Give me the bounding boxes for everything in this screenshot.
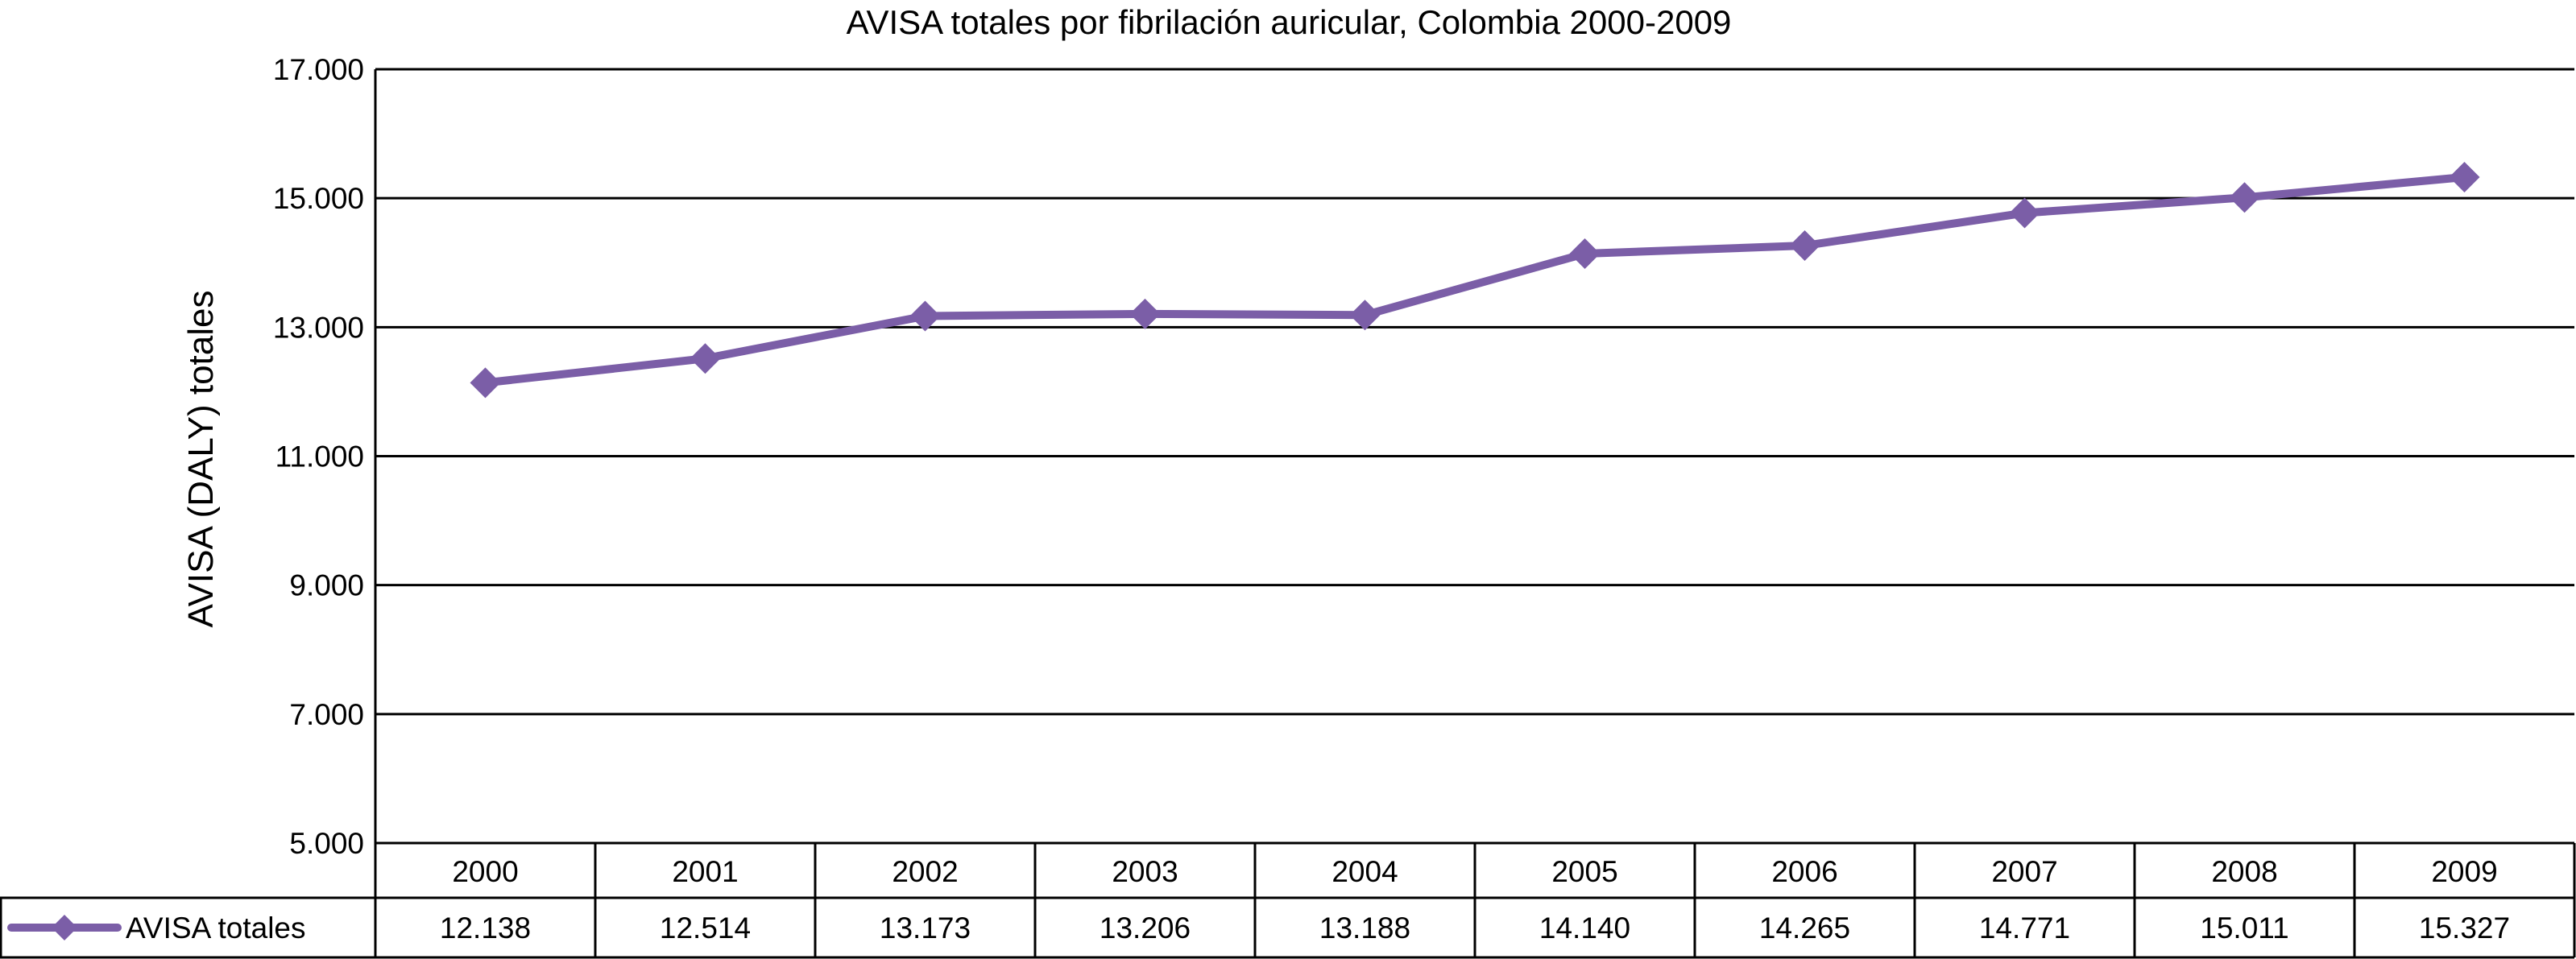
y-tick-labels: 5.000 7.000 9.000 11.000 13.000 15.000 17.000 [273,53,364,860]
data-point [2449,161,2480,192]
y-tick-label: 17.000 [273,53,364,86]
data-table: 2000 12.138 2001 12.514 2002 13.173 2003 13.206… [0,841,2576,959]
data-point [690,343,721,374]
legend-label: AVISA totales [126,911,306,945]
data-label: 15.011 [2200,911,2288,945]
data-label: 13.206 [1100,911,1191,945]
x-tick-label: 2001 [672,855,738,888]
x-tick-label: 2003 [1112,855,1178,888]
x-tick-label: 2007 [1991,855,2057,888]
y-tick-label: 7.000 [289,698,364,731]
data-label: 14.265 [1759,911,1850,945]
data-label: 14.771 [1979,911,2070,945]
grid-lines [374,68,2574,957]
x-tick-label: 2000 [452,855,518,888]
data-label: 13.188 [1319,911,1410,945]
x-tick-label: 2002 [892,855,958,888]
x-tick-label: 2008 [2211,855,2277,888]
series-line [481,172,2469,387]
x-tick-label: 2004 [1331,855,1398,888]
legend-marker-icon [52,915,77,940]
series-layer [470,161,2480,399]
x-tick-label: 2006 [1771,855,1837,888]
data-point [1349,300,1381,331]
data-point [1789,230,1820,262]
data-point [2009,197,2040,229]
y-axis-label: AVISA (DALY) totales [181,291,221,628]
y-tick-label: 11.000 [275,440,364,473]
data-point [470,367,501,399]
y-tick-label: 9.000 [289,569,364,602]
x-tick-label: 2009 [2431,855,2497,888]
data-point [2229,182,2260,213]
data-label: 15.327 [2419,911,2510,945]
y-tick-label: 15.000 [273,182,364,215]
data-point [1129,298,1161,329]
legend-entry: AVISA totales [7,911,306,945]
data-point [1569,238,1601,270]
data-label: 13.173 [880,911,971,945]
y-tick-label: 5.000 [289,827,364,860]
data-label: 12.138 [440,911,531,945]
data-label: 12.514 [660,911,751,945]
y-tick-label: 13.000 [273,311,364,344]
data-point [909,300,941,332]
data-label: 14.140 [1539,911,1630,945]
x-tick-label: 2005 [1551,855,1617,888]
chart-title: AVISA totales por fibrilación auricular,… [847,3,1732,41]
